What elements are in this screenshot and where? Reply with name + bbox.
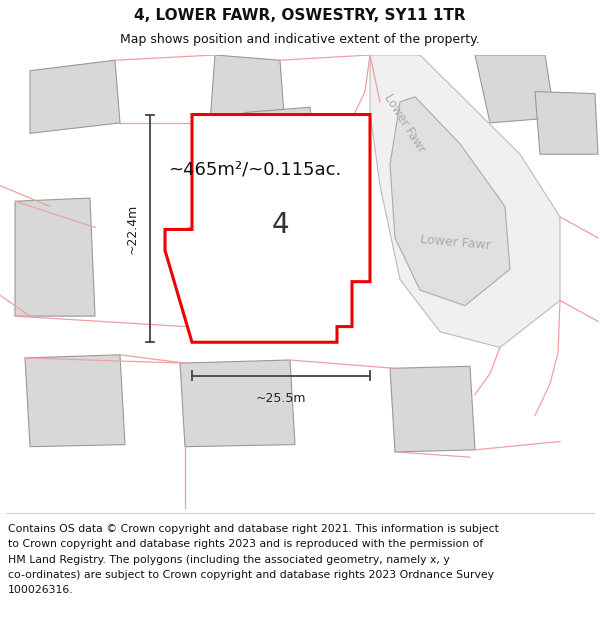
Polygon shape — [475, 55, 555, 123]
Text: co-ordinates) are subject to Crown copyright and database rights 2023 Ordnance S: co-ordinates) are subject to Crown copyr… — [8, 570, 494, 580]
Text: Lower Fawr: Lower Fawr — [382, 91, 428, 154]
Text: Lower Fawr: Lower Fawr — [419, 234, 491, 253]
Text: 4, LOWER FAWR, OSWESTRY, SY11 1TR: 4, LOWER FAWR, OSWESTRY, SY11 1TR — [134, 8, 466, 22]
Polygon shape — [535, 91, 598, 154]
Text: ~25.5m: ~25.5m — [256, 392, 306, 405]
Text: HM Land Registry. The polygons (including the associated geometry, namely x, y: HM Land Registry. The polygons (includin… — [8, 554, 450, 564]
Polygon shape — [260, 118, 360, 196]
Text: 4: 4 — [271, 211, 289, 239]
Text: ~465m²/~0.115ac.: ~465m²/~0.115ac. — [168, 161, 341, 179]
Text: Contains OS data © Crown copyright and database right 2021. This information is : Contains OS data © Crown copyright and d… — [8, 524, 499, 534]
Polygon shape — [180, 360, 295, 447]
Polygon shape — [165, 114, 370, 342]
Text: ~22.4m: ~22.4m — [125, 203, 139, 254]
Polygon shape — [390, 97, 510, 306]
Polygon shape — [25, 355, 125, 447]
Polygon shape — [188, 225, 238, 285]
Text: 100026316.: 100026316. — [8, 586, 74, 596]
Polygon shape — [370, 55, 560, 348]
Polygon shape — [210, 55, 285, 128]
Polygon shape — [245, 107, 320, 186]
Polygon shape — [390, 366, 475, 452]
Polygon shape — [30, 60, 120, 133]
Text: Map shows position and indicative extent of the property.: Map shows position and indicative extent… — [120, 34, 480, 46]
Text: to Crown copyright and database rights 2023 and is reproduced with the permissio: to Crown copyright and database rights 2… — [8, 539, 483, 549]
Polygon shape — [15, 198, 95, 316]
